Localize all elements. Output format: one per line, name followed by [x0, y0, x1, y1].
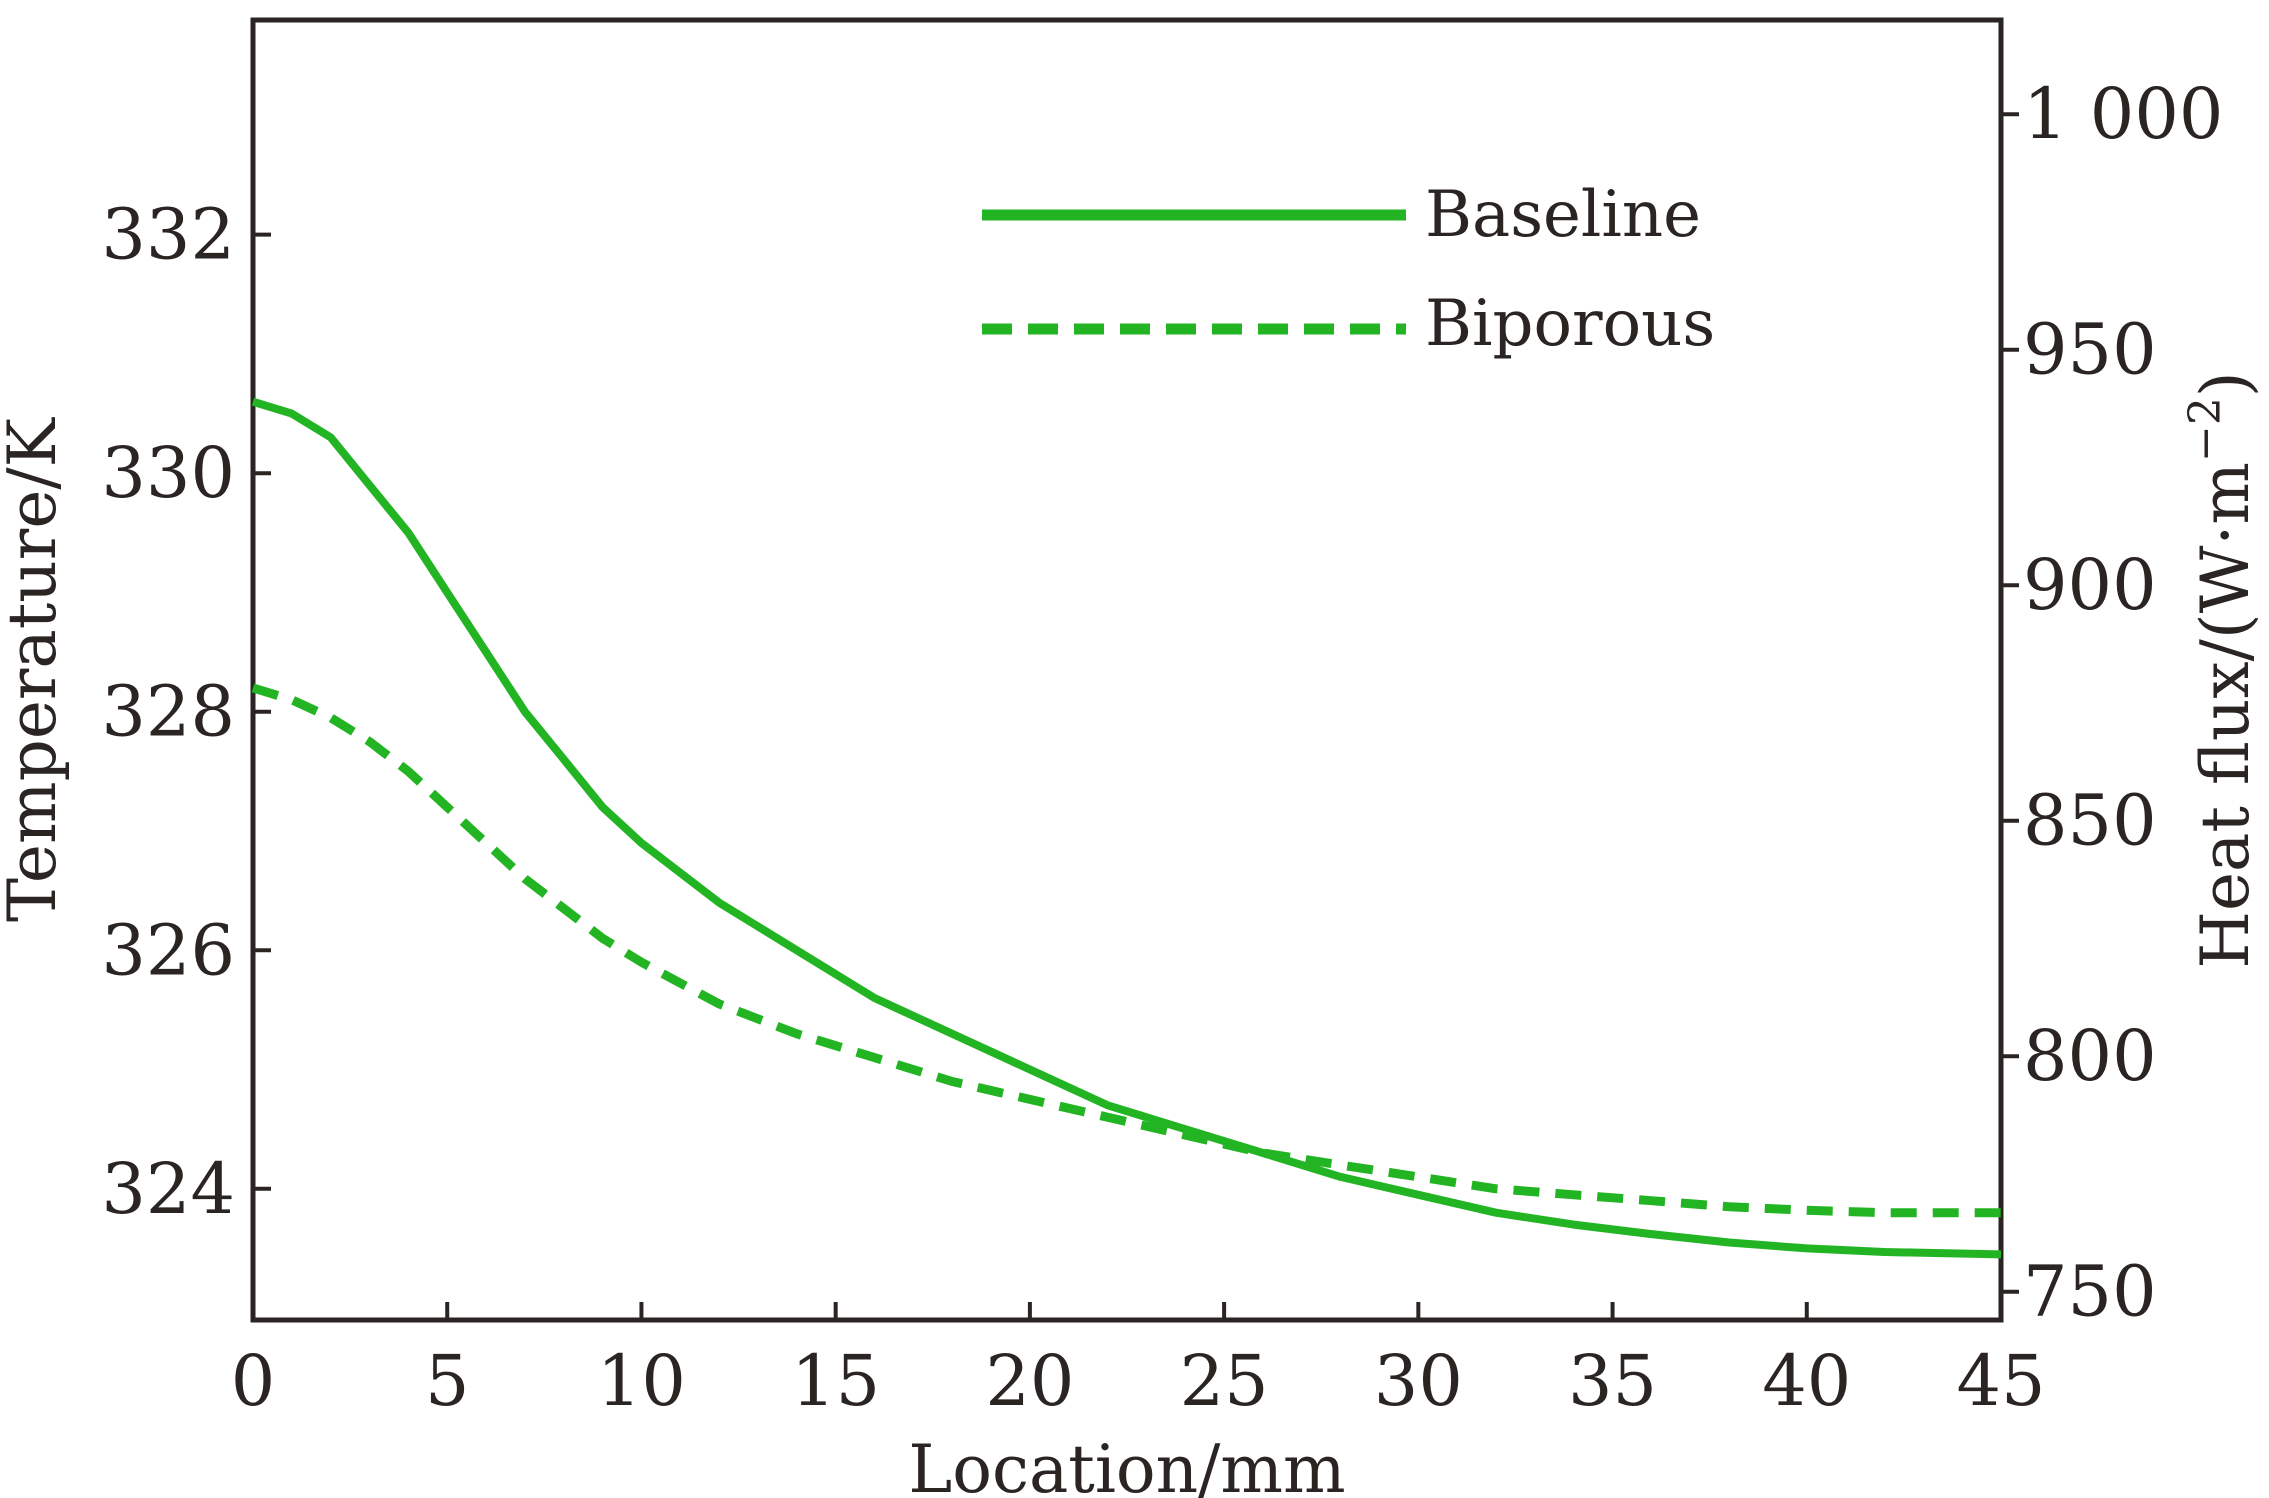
- y-tick-label: 324: [101, 1148, 235, 1230]
- x-tick-label: 10: [597, 1340, 686, 1422]
- y2-tick-label: 950: [2023, 309, 2157, 391]
- x-tick-label: 0: [231, 1340, 276, 1422]
- x-tick-label: 40: [1762, 1340, 1851, 1422]
- x-tick-label: 35: [1568, 1340, 1657, 1422]
- series-line-baseline: [251, 397, 2002, 1259]
- y2-axis-title-end: ): [2187, 371, 2264, 397]
- y2-tick-label: 800: [2023, 1015, 2157, 1097]
- y-tick-label: 326: [101, 909, 235, 991]
- x-axis-title: Location/mm: [908, 1431, 1345, 1498]
- y2-tick-label: 900: [2023, 544, 2157, 626]
- y-axis-title: Temperature/K: [0, 416, 71, 922]
- legend: Baseline Biporous: [982, 178, 1715, 361]
- y2-axis-ticks: 750 800 850 900 950 1 000: [2001, 73, 2223, 1333]
- y2-tick-label: 1 000: [2023, 73, 2223, 155]
- x-tick-label: 25: [1180, 1340, 1269, 1422]
- series-layer: [251, 397, 2002, 1259]
- x-tick-label: 5: [425, 1340, 470, 1422]
- y-tick-label: 330: [101, 432, 235, 514]
- y2-axis-title: Heat flux/(W·m−2): [2180, 371, 2264, 968]
- y2-tick-label: 750: [2023, 1251, 2157, 1333]
- legend-label-baseline: Baseline: [1425, 178, 1701, 252]
- y2-axis-title-main: Heat flux/(W·m: [2187, 462, 2264, 969]
- y2-axis-title-exponent: −2: [2180, 397, 2231, 462]
- y-axis-ticks: 324 326 328 330 332: [101, 194, 271, 1230]
- y-tick-label: 332: [101, 194, 235, 276]
- plot-area-frame: [250, 17, 2004, 1323]
- legend-label-biporous: Biporous: [1425, 287, 1715, 361]
- y2-tick-label: 850: [2023, 780, 2157, 862]
- x-tick-label: 15: [791, 1340, 880, 1422]
- x-tick-label: 45: [1956, 1340, 2045, 1422]
- x-axis-ticks: 0 5 10 15 20 25 30 35 40 45: [231, 1302, 2046, 1422]
- y-tick-label: 328: [101, 671, 235, 753]
- x-tick-label: 20: [985, 1340, 1074, 1422]
- x-tick-label: 30: [1374, 1340, 1463, 1422]
- series-line-biporous: [251, 683, 2001, 1218]
